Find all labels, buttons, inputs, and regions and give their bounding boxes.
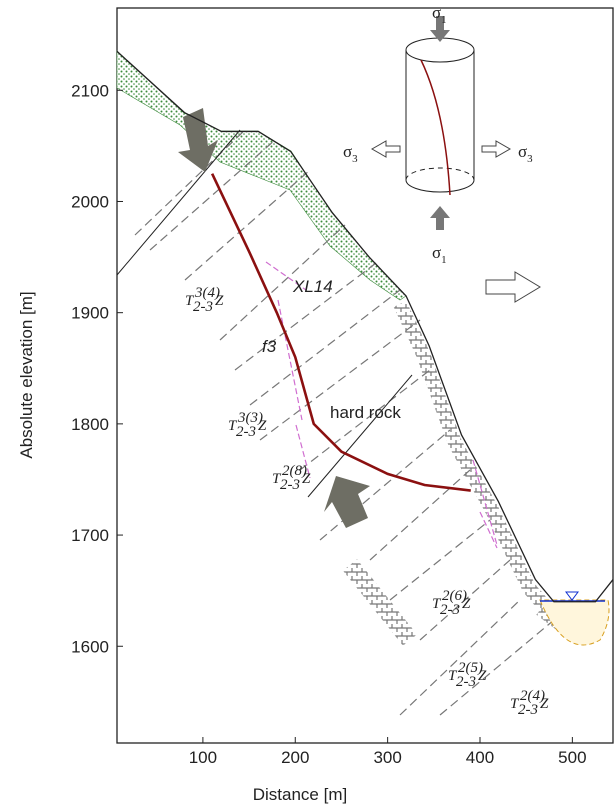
stress-subscript: 3 [352, 153, 358, 165]
x-tick-label: 500 [558, 748, 586, 767]
stress-symbol: σ [432, 3, 441, 22]
joints [135, 130, 560, 715]
stress-label: σ3 [343, 142, 358, 165]
fault-line [308, 375, 412, 497]
x-tick-label: 200 [281, 748, 309, 767]
fault-line [117, 130, 240, 275]
soil-layer [117, 51, 406, 300]
thrust-arrow [324, 476, 370, 528]
y-tick-label: 1600 [71, 637, 109, 656]
stratum-end: Z [215, 293, 224, 309]
x-axis-label: Distance [m] [253, 785, 347, 804]
stratum-end: Z [462, 596, 471, 612]
stratum-sub: 2-3 [518, 702, 538, 718]
stratum-end: Z [302, 471, 311, 487]
x-tick-label: 300 [373, 748, 401, 767]
stratum-sub: 2-3 [456, 674, 476, 690]
chart: Distance [m] Absolute elevation [m] 100 2… [0, 0, 614, 809]
stratum-sub: 2-3 [193, 299, 213, 315]
y-tick-label: 2000 [71, 192, 109, 211]
y-tick-label: 2100 [71, 81, 109, 100]
stress-cylinder [406, 38, 474, 195]
stratum-sub: 2-3 [236, 424, 256, 440]
x-tick-label: 100 [189, 748, 217, 767]
stratum-sub: 2-3 [280, 477, 300, 493]
stress-subscript: 3 [527, 153, 533, 165]
stress-symbol: σ [432, 243, 441, 262]
annotation: f3 [262, 337, 277, 356]
y-axis-label: Absolute elevation [m] [17, 291, 36, 458]
stress-subscript: 1 [441, 14, 447, 26]
y-tick-label: 1700 [71, 526, 109, 545]
stress-arrows [372, 141, 540, 302]
stratum-sub: 2-3 [440, 602, 460, 618]
water-symbol [566, 592, 578, 600]
y-tick-label: 1900 [71, 304, 109, 323]
stress-symbol: σ [518, 142, 527, 161]
x-tick-label: 400 [466, 748, 494, 767]
stress-label: σ3 [518, 142, 533, 165]
stratum-end: Z [478, 668, 487, 684]
stratum-end: Z [258, 418, 267, 434]
annotation: hard rock [330, 403, 401, 422]
stratum-end: Z [540, 696, 549, 712]
stress-subscript: 1 [441, 254, 447, 266]
stress-symbol: σ [343, 142, 352, 161]
annotation: XL14 [292, 277, 333, 296]
stress-label: σ1 [432, 243, 447, 266]
y-tick-label: 1800 [71, 415, 109, 434]
